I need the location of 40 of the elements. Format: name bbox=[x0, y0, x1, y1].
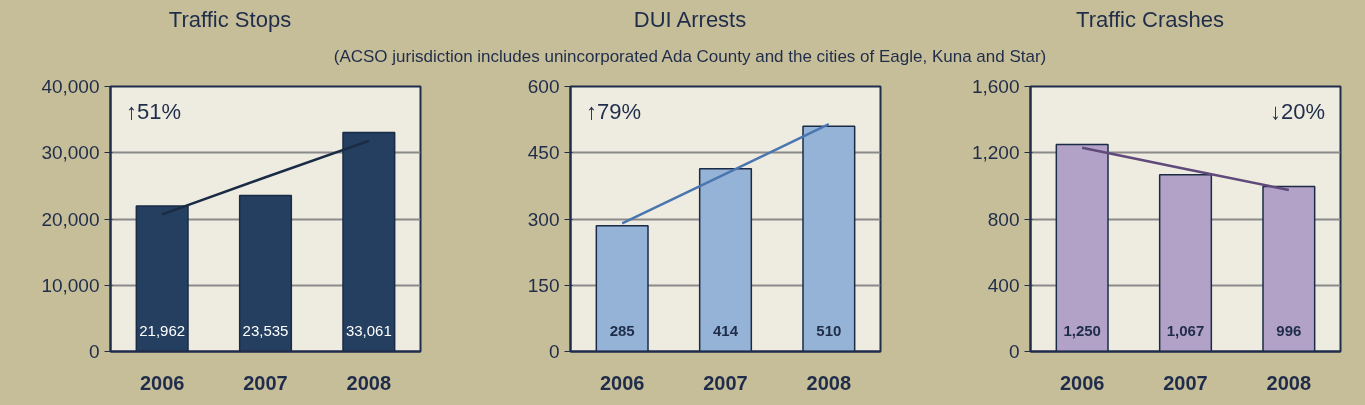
y-tick-label: 400 bbox=[987, 274, 1020, 296]
x-tick-label: 2007 bbox=[243, 371, 288, 394]
data-label: 1,067 bbox=[1166, 321, 1205, 339]
y-tick-label: 40,000 bbox=[41, 76, 100, 97]
y-tick-label: 20,000 bbox=[41, 208, 100, 230]
x-tick-label: 2006 bbox=[1059, 371, 1105, 394]
annotation: ↓20% bbox=[1269, 98, 1326, 124]
y-tick-label: 1,600 bbox=[971, 76, 1020, 97]
x-tick-label: 2007 bbox=[703, 371, 748, 394]
x-tick-label: 2007 bbox=[1163, 371, 1208, 394]
y-tick-label: 1,200 bbox=[971, 142, 1020, 164]
annotation: ↑51% bbox=[126, 98, 182, 124]
x-tick-label: 2006 bbox=[139, 371, 185, 394]
y-tick-label: 0 bbox=[1008, 341, 1020, 362]
data-label: 1,250 bbox=[1063, 321, 1101, 339]
y-tick-label: 150 bbox=[527, 274, 560, 296]
data-label: 23,535 bbox=[242, 321, 289, 339]
y-tick-label: 450 bbox=[527, 142, 560, 164]
x-tick-label: 2006 bbox=[599, 371, 645, 394]
y-tick-label: 0 bbox=[548, 341, 560, 362]
y-tick-label: 0 bbox=[88, 341, 100, 362]
chart-title: DUI Arrests bbox=[633, 6, 747, 34]
y-tick-label: 300 bbox=[527, 208, 560, 230]
data-label: 510 bbox=[816, 321, 842, 339]
data-label: 996 bbox=[1276, 321, 1302, 339]
x-tick-label: 2008 bbox=[346, 371, 392, 394]
y-tick-label: 10,000 bbox=[41, 274, 100, 296]
annotation: ↑79% bbox=[586, 98, 642, 124]
y-tick-label: 30,000 bbox=[41, 142, 100, 164]
chart-subtitle: (ACSO jurisdiction includes unincorporated Ada County and the cities of Eagle, Kuna and Star) bbox=[333, 46, 1047, 68]
y-tick-label: 600 bbox=[527, 76, 560, 97]
data-label: 33,061 bbox=[345, 321, 392, 339]
data-label: 414 bbox=[712, 321, 739, 339]
x-tick-label: 2008 bbox=[806, 371, 852, 394]
chart-title: Traffic Crashes bbox=[1076, 6, 1224, 34]
data-label: 285 bbox=[609, 321, 635, 339]
data-label: 21,962 bbox=[139, 321, 186, 339]
y-tick-label: 800 bbox=[987, 208, 1020, 230]
chart-title: Traffic Stops bbox=[168, 6, 292, 34]
x-tick-label: 2008 bbox=[1266, 371, 1312, 394]
